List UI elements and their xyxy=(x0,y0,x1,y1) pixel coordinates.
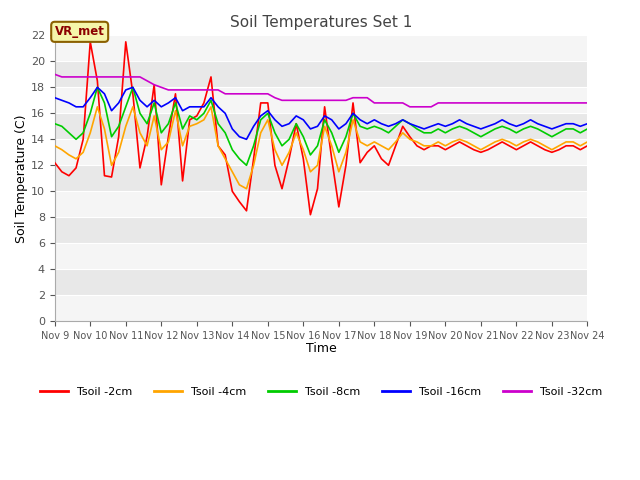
Bar xyxy=(55,243,588,269)
Legend: Tsoil -2cm, Tsoil -4cm, Tsoil -8cm, Tsoil -16cm, Tsoil -32cm: Tsoil -2cm, Tsoil -4cm, Tsoil -8cm, Tsoi… xyxy=(35,383,607,401)
Bar xyxy=(55,295,588,321)
Bar xyxy=(55,139,588,165)
Bar xyxy=(55,87,588,113)
Bar xyxy=(55,192,588,217)
Title: Soil Temperatures Set 1: Soil Temperatures Set 1 xyxy=(230,15,412,30)
Text: VR_met: VR_met xyxy=(55,25,104,38)
X-axis label: Time: Time xyxy=(306,342,337,355)
Y-axis label: Soil Temperature (C): Soil Temperature (C) xyxy=(15,114,28,242)
Bar xyxy=(55,36,588,61)
